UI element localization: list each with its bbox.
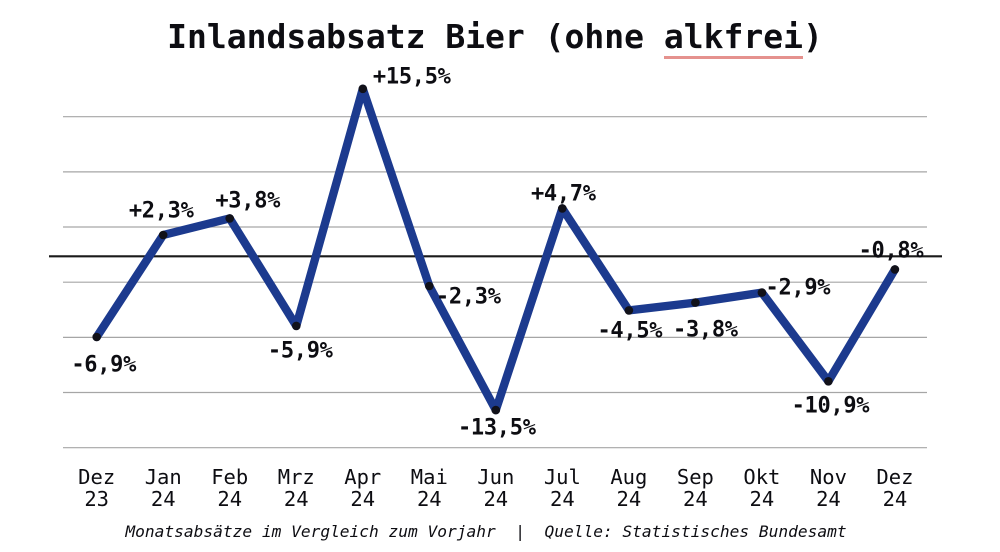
data-point-marker <box>292 321 301 331</box>
title-underlined-word: alkfrei <box>663 17 803 59</box>
data-point-marker <box>624 306 634 315</box>
data-point-marker <box>158 230 168 240</box>
title-suffix: ) <box>802 17 823 56</box>
data-point-marker <box>757 288 767 297</box>
data-point-marker <box>225 214 234 223</box>
data-point-marker <box>824 377 833 386</box>
chart-title: Inlandsabsatz Bier (ohne alkfrei) <box>0 17 995 59</box>
data-point-marker <box>691 298 700 307</box>
title-text: Inlandsabsatz Bier (ohne <box>167 17 664 56</box>
data-point-marker <box>358 84 368 94</box>
data-line <box>92 84 900 415</box>
data-point-marker <box>558 204 567 213</box>
data-point-marker <box>890 265 900 274</box>
data-point-marker <box>92 332 101 342</box>
data-point-marker <box>491 405 501 415</box>
data-point-marker <box>425 281 434 291</box>
chart-footnote: Monatsabsätze im Vergleich zum Vorjahr |… <box>125 522 847 541</box>
